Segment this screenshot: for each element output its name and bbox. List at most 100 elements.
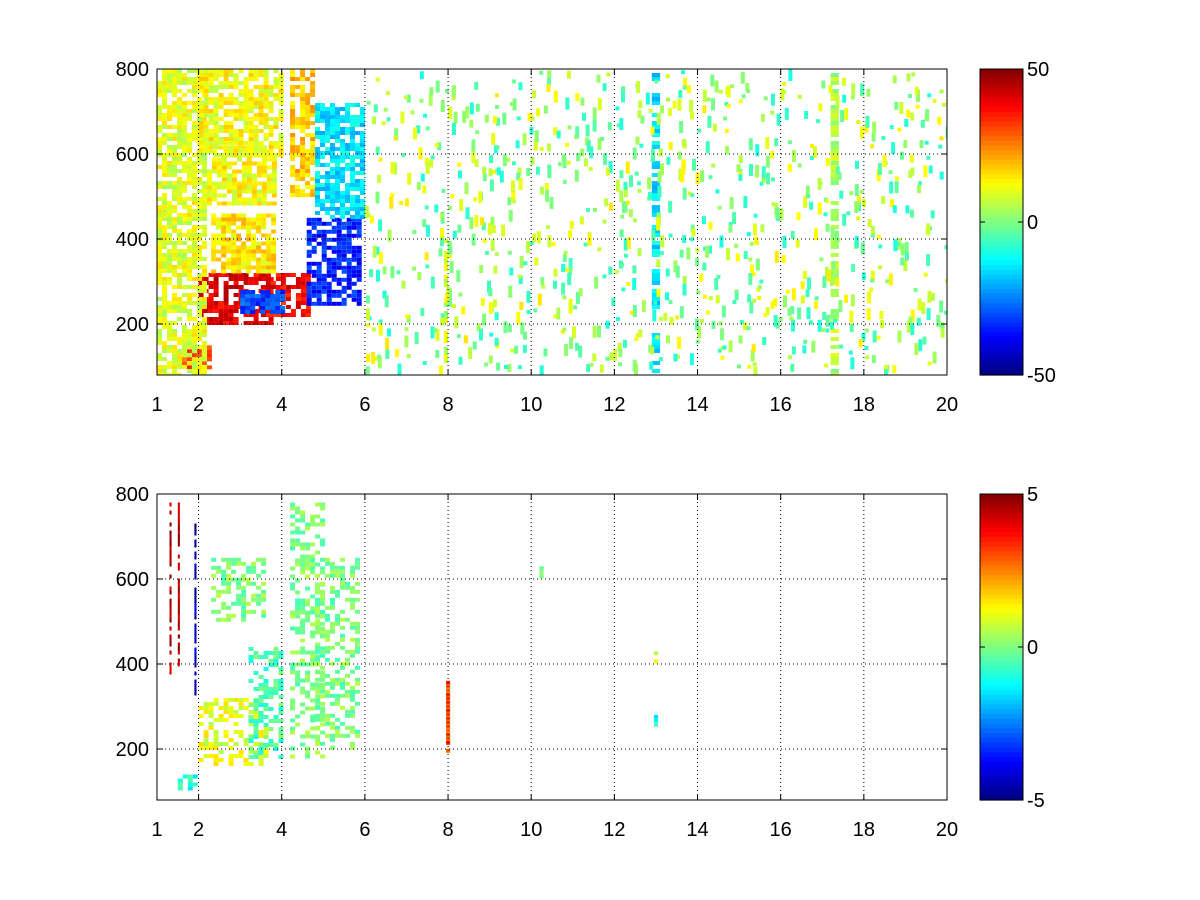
heatmap-cell <box>830 117 839 121</box>
colorbar-swatch <box>980 360 1023 367</box>
heatmap-cell <box>270 281 276 285</box>
heatmap-cell <box>651 145 661 149</box>
heatmap-cell <box>773 298 778 307</box>
heatmap-cell <box>186 349 192 354</box>
heatmap-cell <box>271 229 277 234</box>
heatmap-cell <box>295 153 301 157</box>
heatmap-cell <box>192 249 197 253</box>
heatmap-cell <box>248 133 254 137</box>
colorbar-swatch <box>980 537 1023 543</box>
heatmap-cell <box>900 151 904 160</box>
heatmap-cell <box>300 622 306 627</box>
heatmap-cell <box>341 245 347 250</box>
heatmap-cell <box>350 175 355 179</box>
heatmap-cell <box>355 151 360 155</box>
heatmap-cell <box>162 201 167 205</box>
heatmap-cell <box>842 213 847 226</box>
heatmap-cell <box>355 131 360 135</box>
heatmap-cell <box>320 139 325 143</box>
heatmap-cell <box>273 117 279 121</box>
heatmap-cell <box>203 105 209 109</box>
colorbar-swatch <box>980 131 1023 137</box>
heatmap-cell <box>325 645 330 650</box>
heatmap-cell <box>211 253 217 258</box>
heatmap-cell <box>261 197 267 202</box>
heatmap-cell <box>251 189 257 194</box>
heatmap-cell <box>246 249 252 254</box>
heatmap-cell <box>182 253 187 257</box>
heatmap-cell <box>290 662 296 667</box>
heatmap-cell <box>330 569 335 574</box>
colorbar-swatch <box>980 193 1023 199</box>
heatmap-cell <box>608 266 613 275</box>
heatmap-cell <box>782 81 787 86</box>
heatmap-cell <box>295 614 301 619</box>
heatmap-cell <box>206 185 212 190</box>
heatmap-cell <box>261 241 267 246</box>
heatmap-cell <box>321 233 327 238</box>
heatmap-cell <box>256 601 262 606</box>
heatmap-cell <box>351 221 357 226</box>
heatmap-cell <box>336 265 342 270</box>
heatmap-cell <box>263 651 269 655</box>
heatmap-cell <box>578 288 583 297</box>
heatmap-cell <box>246 173 252 178</box>
heatmap-cell <box>305 558 311 563</box>
heatmap-cell <box>206 189 212 194</box>
heatmap-cell <box>265 302 271 306</box>
heatmap-cell <box>724 128 729 133</box>
colorbar-swatch <box>980 713 1023 720</box>
heatmap-cell <box>330 573 335 578</box>
heatmap-cell <box>443 355 449 359</box>
heatmap-cell <box>878 244 883 249</box>
heatmap-cell <box>830 227 835 240</box>
heatmap-cell <box>177 361 182 365</box>
heatmap-cell <box>651 93 661 97</box>
heatmap-cell <box>365 295 370 304</box>
heatmap-cell <box>162 289 167 293</box>
heatmap-cell <box>258 101 264 105</box>
heatmap-cell <box>651 77 661 81</box>
heatmap-cell <box>251 173 257 178</box>
heatmap-cell <box>231 245 237 250</box>
colorbar-swatch <box>980 503 1023 509</box>
heatmap-cell <box>755 144 760 157</box>
heatmap-cell <box>747 364 752 369</box>
heatmap-cell <box>791 346 796 355</box>
heatmap-cell <box>919 140 924 149</box>
heatmap-cell <box>273 97 279 101</box>
heatmap-cell <box>241 573 247 578</box>
heatmap-cell <box>321 257 327 262</box>
heatmap-cell <box>350 649 355 654</box>
heatmap-cell <box>849 191 854 196</box>
heatmap-cell <box>177 353 182 357</box>
heatmap-cell <box>918 339 923 352</box>
heatmap-cell <box>315 183 320 187</box>
heatmap-cell <box>300 638 306 643</box>
heatmap-cell <box>315 702 321 707</box>
heatmap-cell <box>253 141 259 145</box>
heatmap-cell <box>306 221 312 226</box>
heatmap-cell <box>335 111 340 115</box>
heatmap-cell <box>197 189 202 193</box>
heatmap-cell <box>261 185 267 190</box>
heatmap-cell <box>507 364 512 372</box>
heatmap-cell <box>305 105 311 109</box>
colorbar-swatch <box>980 580 1023 586</box>
heatmap-cell <box>892 365 897 374</box>
heatmap-cell <box>340 577 345 582</box>
heatmap-cell <box>316 301 322 306</box>
heatmap-cell <box>305 574 311 579</box>
heatmap-cell <box>162 205 167 209</box>
heatmap-cell <box>892 205 897 214</box>
heatmap-cell <box>300 662 306 667</box>
heatmap-cell <box>157 105 162 109</box>
heatmap-cell <box>316 261 322 266</box>
heatmap-cell <box>656 212 661 217</box>
heatmap-cell <box>263 121 269 125</box>
heatmap-cell <box>523 261 528 266</box>
heatmap-cell <box>256 169 262 174</box>
heatmap-cell <box>251 597 257 602</box>
heatmap-cell <box>830 97 839 101</box>
heatmap-cell <box>690 111 695 120</box>
